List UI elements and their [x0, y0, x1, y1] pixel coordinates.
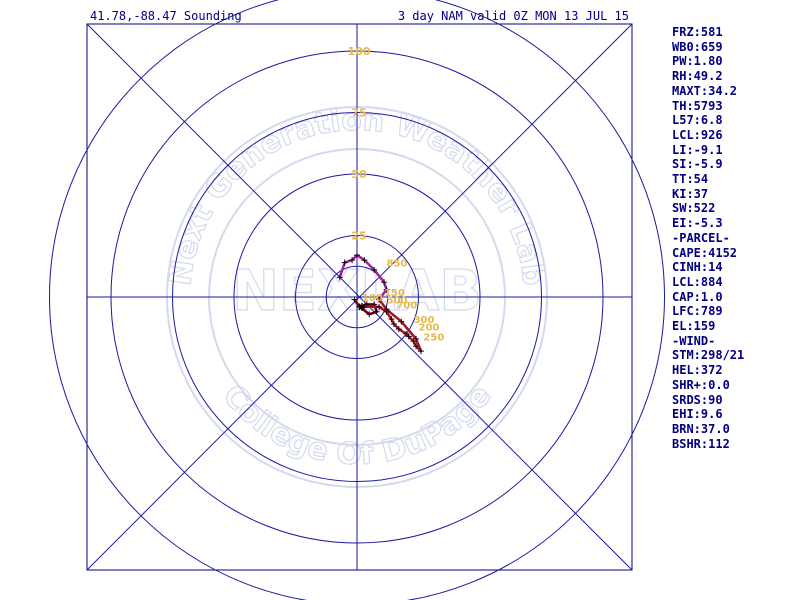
parameter-item: CAP:1.0 — [672, 289, 723, 304]
parameter-item: MAXT:34.2 — [672, 83, 738, 98]
ring-label: 50 — [351, 168, 367, 181]
hodograph-point — [395, 325, 402, 332]
hodograph-point — [361, 257, 368, 264]
pressure-level-label: 300 — [414, 315, 435, 326]
parameter-item: SHR+:0.0 — [672, 377, 730, 392]
parameter-item: LFC:789 — [672, 304, 723, 319]
hodograph-point — [354, 252, 360, 259]
hodograph-point — [341, 259, 348, 266]
parameter-item: L57:6.8 — [672, 113, 723, 128]
hodograph-point — [371, 266, 378, 273]
hodograph-point — [351, 296, 358, 303]
parameter-item: BRN:37.0 — [672, 421, 730, 436]
hodograph-point — [398, 318, 405, 325]
hodograph-point — [417, 348, 424, 355]
hodograph-point — [383, 306, 390, 313]
parameter-item: LCL:926 — [672, 127, 723, 142]
ring-label: 25 — [351, 230, 366, 243]
ring-labels: 25 50 75 100 — [348, 45, 371, 243]
hodograph-point — [413, 343, 420, 350]
hodograph-trace — [336, 252, 424, 355]
storm-motion-asterisk — [357, 302, 366, 311]
hodograph-point — [405, 333, 412, 340]
hodograph-point — [376, 303, 383, 310]
ring-label: 100 — [348, 45, 371, 58]
parameter-item: RH:49.2 — [672, 69, 723, 84]
pressure-level-label: 700 — [396, 300, 417, 311]
sounding-location: 41.78,-88.47 Sounding — [90, 9, 242, 23]
parameter-item: WB0:659 — [672, 39, 723, 54]
pressure-level-label: 200 — [419, 323, 440, 334]
hodograph-point — [349, 257, 356, 264]
parameter-item: LCL:884 — [672, 274, 723, 289]
parameter-item: HEL:372 — [672, 363, 723, 378]
storm-motion-marker — [357, 302, 366, 311]
hodograph-point — [383, 286, 390, 293]
parameter-item: SW:522 — [672, 201, 716, 216]
hodograph-point — [366, 311, 373, 318]
hodograph-point — [390, 321, 397, 328]
sounding-parameters-list: FRZ:581 WB0:659 PW:1.80 RH:49.2 MAXT:34.2 TH:… — [672, 25, 744, 451]
parameter-item: SI:-5.9 — [672, 157, 723, 172]
parameter-item: BSHR:112 — [672, 436, 730, 451]
hodograph-point — [388, 316, 395, 323]
parameter-item: EI:-5.3 — [672, 216, 723, 231]
parameter-item: LI:-9.1 — [672, 142, 723, 157]
parameter-item: -WIND- — [672, 333, 716, 348]
speed-ring — [49, 0, 665, 600]
parameter-item: EL:159 — [672, 319, 716, 334]
pressure-level-label: 850 — [387, 259, 408, 270]
parameter-item: KI:37 — [672, 186, 709, 201]
parameter-item: TT:54 — [672, 172, 709, 187]
hodograph-point — [373, 308, 380, 315]
parameter-item: TH:5793 — [672, 98, 723, 113]
parameter-item: PW:1.80 — [672, 54, 723, 69]
parameter-item: CAPE:4152 — [672, 245, 738, 260]
parameter-item: -PARCEL- — [672, 230, 730, 245]
parameter-item: STM:298/21 — [672, 348, 745, 363]
parameter-item: CINH:14 — [672, 260, 723, 275]
pressure-level-label: 250 — [423, 332, 444, 343]
hodograph-point — [336, 274, 343, 281]
parameter-item: SRDS:90 — [672, 392, 723, 407]
hodograph-point — [413, 335, 420, 342]
ring-label: 75 — [351, 107, 366, 120]
forecast-valid-time: 3 day NAM valid 0Z MON 13 JUL 15 — [397, 9, 629, 23]
hodograph-point — [376, 296, 383, 303]
parameter-item: EHI:9.6 — [672, 407, 723, 422]
pressure-level-label: 100 — [362, 293, 383, 304]
pressure-level-label: 150 — [384, 288, 405, 299]
parameter-item: FRZ:581 — [672, 25, 723, 39]
hodograph-point — [381, 279, 388, 286]
pressure-level-label: 500 — [387, 295, 408, 306]
